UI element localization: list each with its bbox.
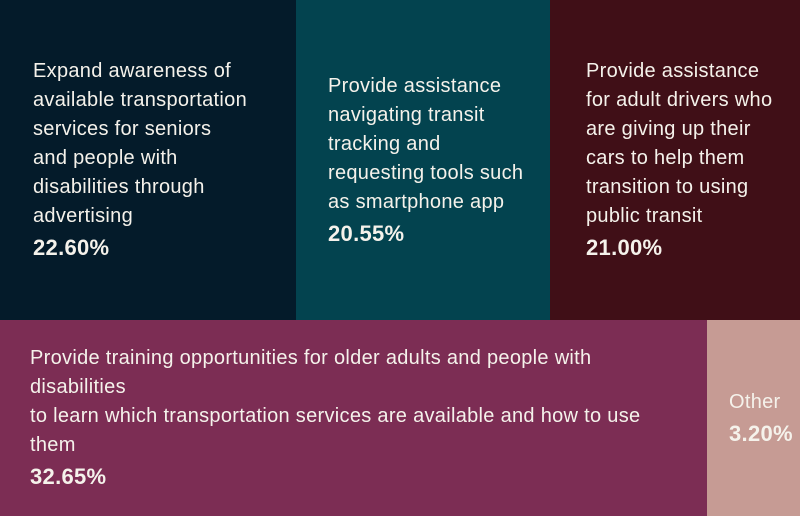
treemap-bottom-row: Provide training opportunities for older… <box>0 320 800 516</box>
tile-navigation-tools: Provide assistance navigating transit tr… <box>296 0 550 320</box>
tile-training-opportunities: Provide training opportunities for older… <box>0 320 707 516</box>
tile-label: Other <box>729 390 781 413</box>
tile-value: 20.55% <box>328 220 405 246</box>
tile-label: Provide training opportunities for older… <box>30 347 641 456</box>
tile-label: Expand awareness of available transporta… <box>33 60 247 227</box>
tile-label: Provide assistance navigating transit tr… <box>328 74 524 213</box>
tile-value: 3.20% <box>729 420 793 446</box>
tile-value: 21.00% <box>586 235 663 260</box>
treemap-top-row: Expand awareness of available transporta… <box>0 0 800 320</box>
tile-value: 32.65% <box>30 464 107 489</box>
tile-awareness-advertising: Expand awareness of available transporta… <box>0 0 296 320</box>
tile-value: 22.60% <box>33 235 110 260</box>
tile-other: Other 3.20% <box>707 320 800 516</box>
tile-driver-transition: Provide assistance for adult drivers who… <box>550 0 800 320</box>
tile-label: Provide assistance for adult drivers who… <box>586 60 773 227</box>
